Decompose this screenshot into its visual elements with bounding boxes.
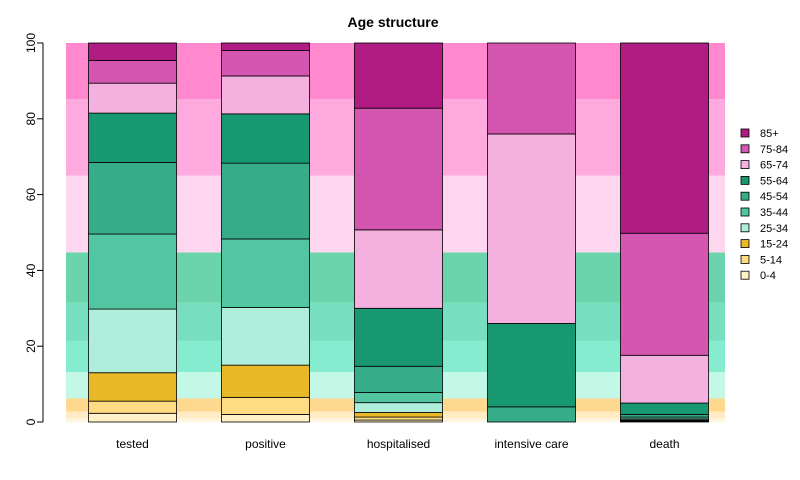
bar-segment-75-84	[487, 42, 576, 135]
bar-segment-75-84	[221, 50, 310, 77]
legend-swatch-15-24	[740, 239, 750, 249]
legend-swatch-5-14	[740, 254, 750, 264]
bar-segment-55-64	[88, 112, 177, 163]
bar-segment-15-24	[88, 372, 177, 402]
x-tick-label: positive	[245, 437, 286, 451]
legend-swatch-0-4	[740, 270, 750, 280]
x-tick-label: hospitalised	[367, 437, 430, 451]
legend-label-35-44: 35-44	[760, 207, 788, 219]
bar-segment-55-64	[487, 323, 576, 408]
legend: 85+ 75-84 65-74 55-64 45-54 35-44 25-34 15-24 5-…	[740, 128, 788, 282]
bar-segment-15-24	[221, 364, 310, 398]
legend-label-55-64: 55-64	[760, 175, 788, 187]
bar-segment-75-84	[620, 232, 709, 356]
legend-swatch-45-54	[740, 191, 750, 201]
bars	[88, 42, 709, 423]
bar-segment-45-54	[487, 406, 576, 423]
bar-segment-5-14	[354, 416, 443, 421]
bar-segment-65-74	[487, 133, 576, 324]
bar-segment-85+	[221, 42, 310, 51]
legend-swatch-75-84	[740, 144, 750, 154]
bar-segment-55-64	[620, 402, 709, 415]
bar-segment-55-64	[221, 113, 310, 164]
bar-segment-75-84	[354, 107, 443, 231]
bar-segment-25-34	[88, 308, 177, 374]
bar-segment-65-74	[88, 82, 177, 114]
bar-segment-35-44	[88, 233, 177, 310]
legend-label-0-4: 0-4	[760, 270, 776, 282]
bar-segment-65-74	[354, 229, 443, 309]
legend-swatch-25-34	[740, 223, 750, 233]
legend-label-25-34: 25-34	[760, 223, 788, 235]
legend-label-85+: 85+	[760, 128, 779, 140]
bar-segment-0-4	[88, 412, 177, 423]
bar-segment-85+	[88, 42, 177, 61]
x-tick-label: death	[649, 437, 679, 451]
bar-segment-35-44	[221, 238, 310, 308]
bar-segment-5-14	[88, 400, 177, 414]
x-axis-labels: tested positive hospitalised intensive care…	[116, 437, 679, 451]
legend-label-15-24: 15-24	[760, 239, 788, 251]
bar-segment-85+	[354, 42, 443, 109]
chart-title: Age structure	[347, 14, 438, 30]
bar-segment-0-4	[221, 414, 310, 423]
bar-segment-65-74	[620, 354, 709, 404]
legend-swatch-55-64	[740, 175, 750, 185]
bar-segment-65-74	[221, 75, 310, 115]
legend-label-65-74: 65-74	[760, 160, 788, 172]
bar-segment-75-84	[88, 60, 177, 84]
bar-segment-35-44	[354, 392, 443, 404]
bar-segment-45-54	[354, 365, 443, 393]
bar-segment-55-64	[354, 307, 443, 367]
y-tick-label: 0	[24, 418, 38, 425]
legend-label-5-14: 5-14	[760, 254, 782, 266]
bar-segment-5-14	[221, 396, 310, 415]
y-tick-label: 80	[24, 112, 38, 126]
y-tick-label: 40	[24, 263, 38, 277]
y-tick-label: 20	[24, 339, 38, 353]
bar-segment-45-54	[88, 161, 177, 235]
x-tick-label: tested	[116, 437, 149, 451]
legend-label-45-54: 45-54	[760, 191, 788, 203]
legend-label-75-84: 75-84	[760, 144, 788, 156]
y-tick-label: 100	[24, 33, 38, 53]
y-tick-label: 60	[24, 188, 38, 202]
legend-swatch-65-74	[740, 160, 750, 170]
bar-segment-15-24	[354, 412, 443, 418]
legend-swatch-35-44	[740, 207, 750, 217]
bar-segment-25-34	[221, 307, 310, 366]
bar-segment-45-54	[221, 162, 310, 240]
bar-segment-85+	[620, 42, 709, 234]
y-axis: 0 20 40 60 80 100	[24, 33, 44, 425]
x-tick-label: intensive care	[494, 437, 568, 451]
legend-swatch-85+	[740, 128, 750, 138]
bar-segment-25-34	[354, 402, 443, 413]
